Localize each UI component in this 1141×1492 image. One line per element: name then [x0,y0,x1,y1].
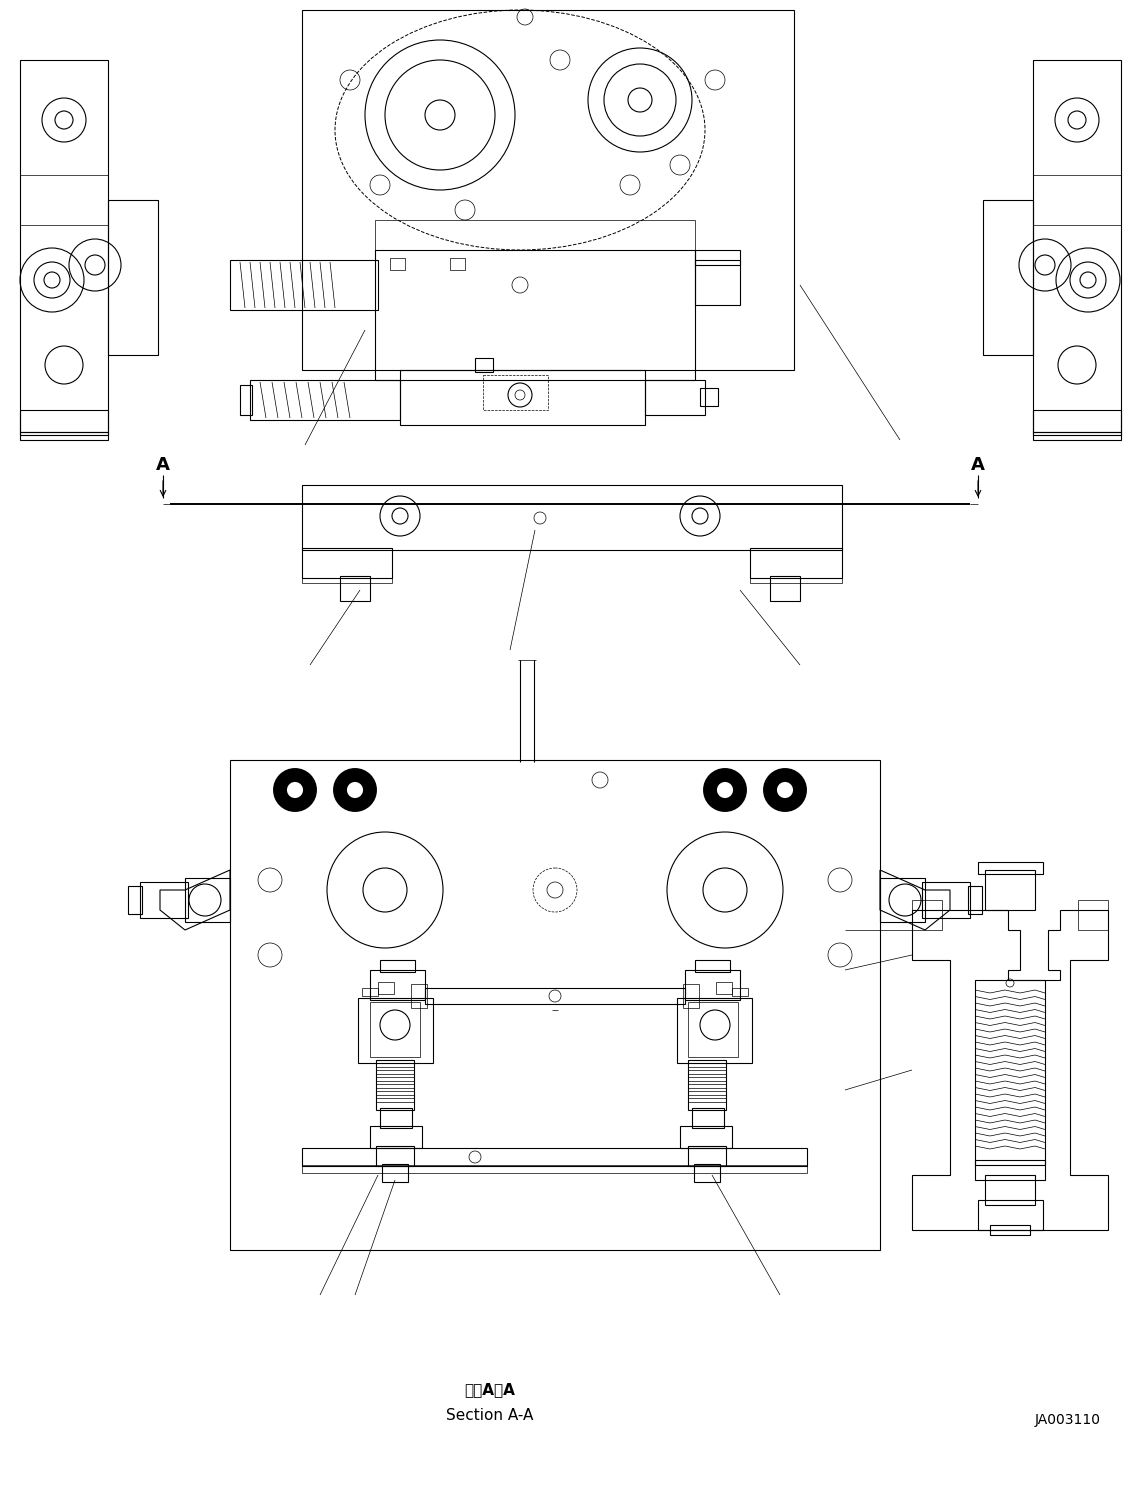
Bar [302,548,393,577]
Bar [370,1003,420,1056]
Bar [21,175,108,225]
Bar [380,959,415,971]
Bar [483,374,548,410]
Text: A: A [971,457,985,474]
Bar [230,759,880,1250]
Bar [382,1164,408,1182]
Bar [688,1146,726,1167]
Bar [683,985,699,1009]
Bar [717,982,733,994]
Bar [733,988,748,997]
Bar [390,258,405,270]
Bar [424,988,685,1004]
Bar [912,900,942,930]
Bar [677,998,752,1062]
Bar [370,970,424,1000]
Text: Section A-A: Section A-A [446,1407,534,1422]
Bar [362,988,378,997]
Bar [380,1109,412,1128]
Bar [400,370,645,425]
Text: A: A [156,457,170,474]
Bar [302,1165,807,1173]
Bar [128,886,141,915]
Bar [302,1147,807,1167]
Bar [691,1109,725,1128]
Bar [1033,410,1120,433]
Bar [340,576,370,601]
Bar [377,1146,414,1167]
Bar [302,485,842,551]
Bar [230,260,378,310]
Bar [250,380,400,421]
Bar [1033,433,1120,440]
Bar [411,985,427,1009]
Text: JA003110: JA003110 [1035,1413,1101,1426]
Bar [302,577,393,583]
Bar [985,870,1035,910]
Bar [750,577,842,583]
Bar [358,998,432,1062]
Bar [1033,175,1120,225]
Bar [976,980,1045,1165]
Bar [978,1200,1043,1229]
Bar [108,200,157,355]
Bar [990,1225,1030,1235]
Bar [370,1126,422,1147]
Bar [1078,900,1108,930]
Bar [185,877,230,922]
Bar [680,1126,733,1147]
Text: 断面A－A: 断面A－A [464,1383,516,1398]
Bar [475,358,493,372]
Bar [922,882,970,918]
Bar [770,576,800,601]
Bar [240,385,252,415]
Bar [302,10,794,370]
Bar [375,251,695,380]
Bar [685,970,741,1000]
Bar [750,548,842,577]
Bar [880,877,925,922]
Bar [377,1059,414,1110]
Bar [21,410,108,433]
Bar [985,1176,1035,1206]
Bar [978,862,1043,874]
Bar [450,258,466,270]
Bar [375,219,695,251]
Bar [21,433,108,440]
Bar [695,959,730,971]
Bar [695,251,741,266]
Bar [984,200,1033,355]
Bar [645,380,705,415]
Bar [1033,60,1120,436]
Bar [968,886,982,915]
Bar [688,1003,738,1056]
Bar [976,1159,1045,1180]
Bar [699,388,718,406]
Bar [688,1059,726,1110]
Bar [378,982,394,994]
Bar [695,260,741,304]
Bar [694,1164,720,1182]
Bar [21,60,108,436]
Bar [140,882,188,918]
